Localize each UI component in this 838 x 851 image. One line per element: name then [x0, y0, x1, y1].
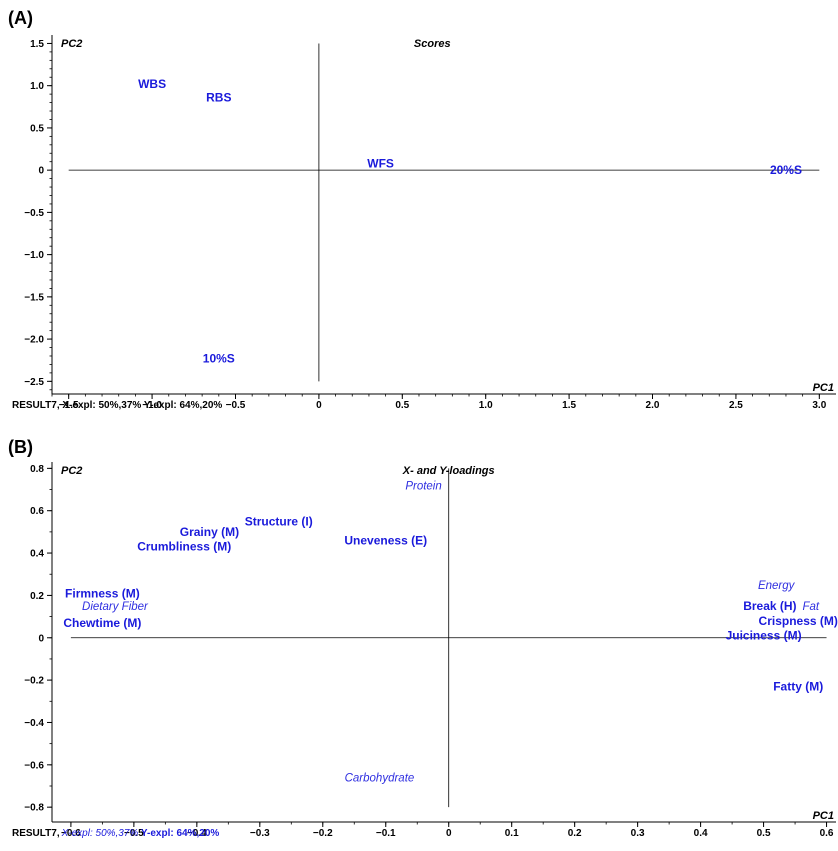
y-tick-label: 0.5 — [30, 123, 44, 134]
x-tick-label: −1.0 — [142, 400, 162, 411]
y-tick-label: −0.2 — [24, 676, 44, 687]
footer-segment: Y-expl: 64%,20% — [138, 828, 219, 839]
footer-segment: X-expl: 50%,37% — [61, 828, 139, 839]
x-tick-label: 0.3 — [631, 828, 645, 839]
x-tick-label: −0.6 — [61, 828, 81, 839]
y-tick-label: 0 — [38, 633, 44, 644]
plot-title: Scores — [414, 38, 451, 50]
y-tick-label: 0.4 — [30, 549, 44, 560]
y-tick-label: −0.8 — [24, 803, 44, 814]
footer-segment: RESULT7, X-expl: 50%,37% Y-expl: 64%,20% — [12, 400, 222, 411]
point-label: RBS — [206, 91, 231, 105]
point-label: Juiciness (M) — [726, 629, 802, 643]
x-tick-label: 0.2 — [568, 828, 582, 839]
panel-label: (B) — [8, 437, 33, 457]
x-tick-label: −0.3 — [250, 828, 270, 839]
point-label: Fat — [802, 601, 819, 613]
x-tick-label: 0 — [446, 828, 452, 839]
y-axis-label: PC2 — [61, 465, 82, 477]
x-tick-label: −0.4 — [187, 828, 207, 839]
x-tick-label: −0.5 — [226, 400, 246, 411]
x-axis-label: PC1 — [813, 810, 834, 822]
y-tick-label: 1.0 — [30, 81, 44, 92]
y-tick-label: −2.0 — [24, 335, 44, 346]
footer-segment: RESULT7, — [12, 828, 60, 839]
y-tick-label: −2.5 — [24, 377, 44, 388]
y-tick-label: 0.2 — [30, 591, 44, 602]
y-tick-label: −0.6 — [24, 760, 44, 771]
x-tick-label: 0.4 — [694, 828, 708, 839]
panel-b-loadings-plot: (B) 0.8 0.6 0.4 0.2 0 −0.2 −0.4 −0.6 −0.8 −0.6 −0.5… — [8, 437, 838, 839]
y-tick-label: −1.5 — [24, 292, 44, 303]
point-label: Grainy (M) — [180, 525, 239, 539]
y-tick-label: 0 — [38, 166, 44, 177]
point-label: Break (H) — [743, 599, 796, 613]
x-tick-label: −0.1 — [376, 828, 396, 839]
point-label: Uneveness (E) — [344, 533, 427, 547]
x-tick-label: 2.5 — [729, 400, 743, 411]
point-label: Fatty (M) — [773, 679, 823, 693]
x-tick-label: 0.5 — [757, 828, 771, 839]
point-label: 10%S — [203, 352, 235, 366]
point-label: WFS — [367, 156, 394, 170]
x-tick-label: −1.5 — [59, 400, 79, 411]
x-tick-label: 2.0 — [646, 400, 660, 411]
x-tick-label: −0.5 — [124, 828, 144, 839]
y-axis-label: PC2 — [61, 38, 82, 50]
y-tick-label: −0.5 — [24, 208, 44, 219]
plot-title: X- and Y-loadings — [402, 465, 495, 477]
point-label: Firmness (M) — [65, 586, 140, 600]
y-tick-label: 0.6 — [30, 506, 44, 517]
panel-a-scores-plot: (A) 1.5 1.0 0.5 0 −0.5 −1.0 −1.5 −2.0 −2.5 −1.5 −1.… — [8, 8, 836, 411]
x-axis-label: PC1 — [813, 382, 834, 394]
x-tick-label: −0.2 — [313, 828, 333, 839]
panel-label: (A) — [8, 8, 33, 28]
x-tick-label: 0.1 — [505, 828, 519, 839]
y-tick-label: −0.4 — [24, 718, 44, 729]
point-label: Structure (I) — [245, 514, 313, 528]
explained-variance-footer: RESULT7, X-expl: 50%,37% Y-expl: 64%,20% — [12, 828, 219, 839]
point-label: Chewtime (M) — [63, 616, 141, 630]
point-label: Energy — [758, 580, 796, 592]
point-label: Crumbliness (M) — [137, 540, 231, 554]
y-tick-label: 1.5 — [30, 39, 44, 50]
x-tick-label: 3.0 — [812, 400, 826, 411]
explained-variance-footer: RESULT7, X-expl: 50%,37% Y-expl: 64%,20% — [12, 400, 222, 411]
point-label: Dietary Fiber — [82, 601, 149, 613]
point-label: Carbohydrate — [345, 773, 415, 785]
x-tick-label: 1.5 — [562, 400, 576, 411]
point-label: Crispness (M) — [759, 614, 838, 628]
y-tick-label: −1.0 — [24, 250, 44, 261]
point-label: WBS — [138, 77, 166, 91]
x-tick-label: 0.5 — [395, 400, 409, 411]
x-tick-label: 0.6 — [820, 828, 834, 839]
point-label: 20%S — [770, 163, 802, 177]
x-tick-label: 1.0 — [479, 400, 493, 411]
y-tick-label: 0.8 — [30, 464, 44, 475]
x-tick-label: 0 — [316, 400, 322, 411]
point-label: Protein — [405, 480, 441, 492]
